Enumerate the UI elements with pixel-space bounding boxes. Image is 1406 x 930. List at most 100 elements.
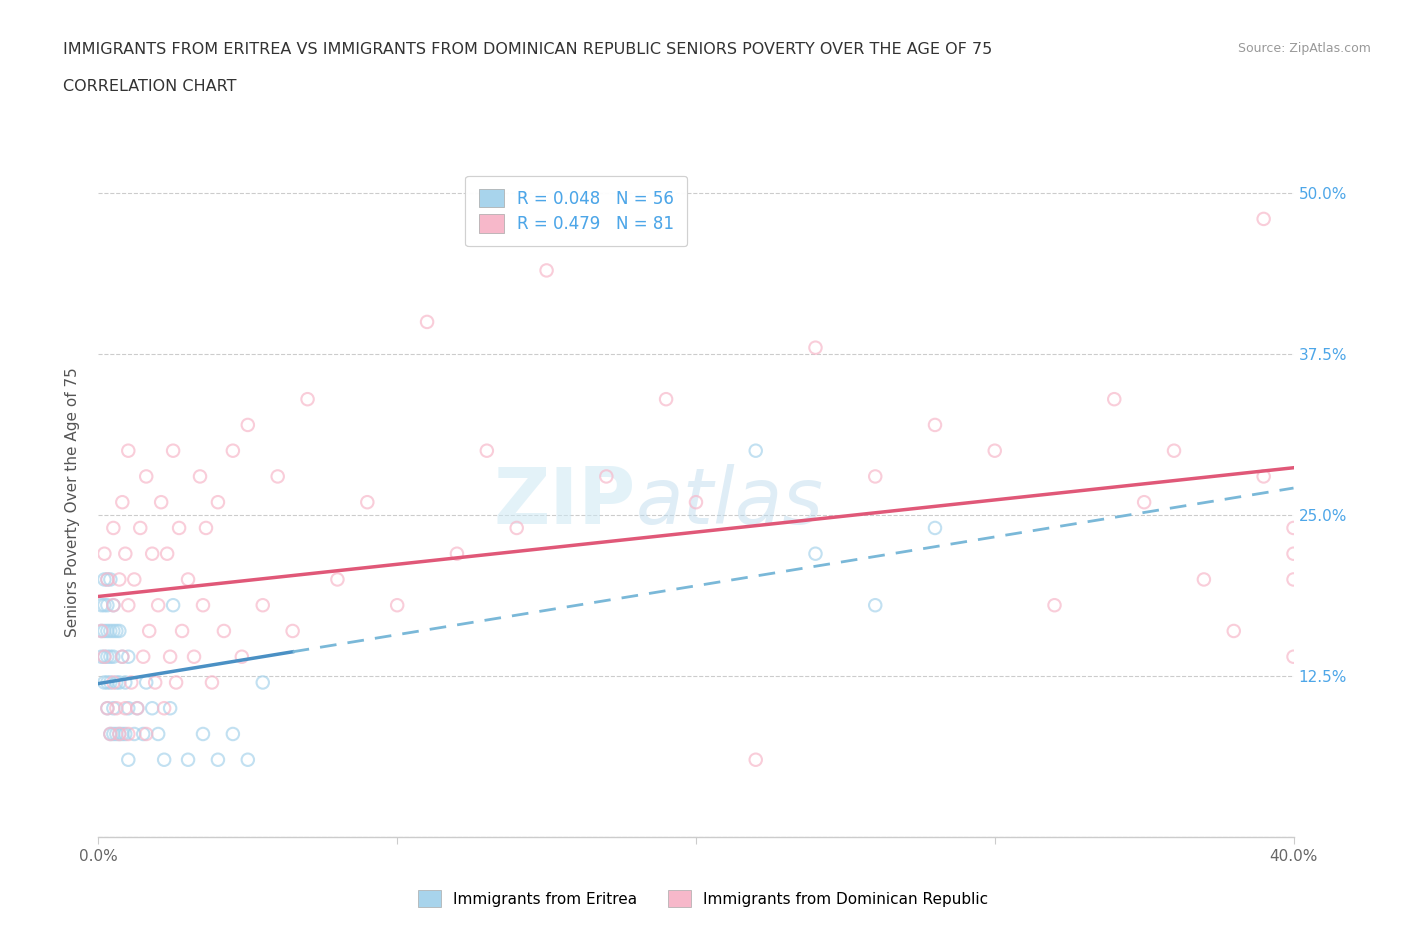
Point: [108, 623, 131, 638]
Point: [141, 546, 163, 561]
Point: [236, 752, 259, 767]
Point: [100, 649, 122, 664]
Point: [132, 726, 155, 741]
Point: [1282, 572, 1305, 587]
Point: [114, 675, 136, 690]
Point: [1282, 546, 1305, 561]
Point: [138, 623, 160, 638]
Point: [108, 726, 131, 741]
Point: [90, 623, 112, 638]
Text: IMMIGRANTS FROM ERITREA VS IMMIGRANTS FROM DOMINICAN REPUBLIC SENIORS POVERTY OV: IMMIGRANTS FROM ERITREA VS IMMIGRANTS FR…: [63, 42, 993, 57]
Point: [93, 546, 115, 561]
Point: [124, 726, 146, 741]
Point: [117, 726, 139, 741]
Point: [207, 752, 229, 767]
Point: [100, 726, 122, 741]
Text: Source: ZipAtlas.com: Source: ZipAtlas.com: [1237, 42, 1371, 55]
Point: [153, 752, 176, 767]
Point: [93, 572, 115, 587]
Point: [1133, 495, 1156, 510]
Text: CORRELATION CHART: CORRELATION CHART: [63, 79, 236, 94]
Point: [96, 675, 118, 690]
Point: [1253, 469, 1275, 484]
Point: [685, 495, 707, 510]
Point: [804, 340, 827, 355]
Point: [93, 598, 115, 613]
Point: [93, 649, 115, 664]
Point: [150, 495, 173, 510]
Legend: Immigrants from Eritrea, Immigrants from Dominican Republic: Immigrants from Eritrea, Immigrants from…: [412, 884, 994, 913]
Point: [103, 675, 125, 690]
Point: [984, 444, 1007, 458]
Point: [96, 649, 118, 664]
Point: [1282, 649, 1305, 664]
Point: [865, 469, 887, 484]
Point: [281, 623, 304, 638]
Point: [100, 572, 122, 587]
Point: [108, 572, 131, 587]
Text: atlas: atlas: [637, 464, 824, 540]
Point: [1192, 572, 1215, 587]
Point: [114, 701, 136, 716]
Point: [446, 546, 468, 561]
Point: [108, 726, 131, 741]
Point: [212, 623, 235, 638]
Point: [103, 521, 125, 536]
Point: [117, 752, 139, 767]
Point: [201, 675, 224, 690]
Point: [385, 598, 409, 613]
Point: [111, 726, 134, 741]
Point: [96, 701, 118, 716]
Point: [100, 623, 122, 638]
Point: [1163, 444, 1185, 458]
Point: [108, 675, 131, 690]
Point: [297, 392, 319, 406]
Point: [156, 546, 179, 561]
Point: [103, 649, 125, 664]
Point: [252, 598, 274, 613]
Point: [924, 521, 946, 536]
Point: [100, 726, 122, 741]
Y-axis label: Seniors Poverty Over the Age of 75: Seniors Poverty Over the Age of 75: [65, 367, 80, 637]
Point: [924, 418, 946, 432]
Point: [183, 649, 205, 664]
Point: [117, 649, 139, 664]
Point: [655, 392, 678, 406]
Point: [132, 649, 155, 664]
Point: [536, 263, 558, 278]
Point: [595, 469, 617, 484]
Point: [135, 675, 157, 690]
Point: [103, 598, 125, 613]
Point: [191, 726, 214, 741]
Point: [124, 572, 146, 587]
Point: [135, 469, 157, 484]
Point: [475, 444, 498, 458]
Point: [745, 444, 768, 458]
Point: [191, 598, 214, 613]
Point: [127, 701, 149, 716]
Point: [148, 598, 170, 613]
Point: [103, 726, 125, 741]
Point: [207, 495, 229, 510]
Point: [96, 572, 118, 587]
Point: [1043, 598, 1066, 613]
Point: [103, 623, 125, 638]
Point: [177, 572, 200, 587]
Point: [127, 701, 149, 716]
Point: [105, 701, 128, 716]
Point: [1282, 521, 1305, 536]
Point: [1104, 392, 1126, 406]
Point: [416, 314, 439, 329]
Point: [129, 521, 152, 536]
Point: [222, 726, 245, 741]
Point: [114, 546, 136, 561]
Point: [117, 598, 139, 613]
Point: [356, 495, 378, 510]
Point: [162, 444, 184, 458]
Point: [111, 495, 134, 510]
Point: [117, 701, 139, 716]
Point: [90, 623, 112, 638]
Point: [167, 521, 190, 536]
Point: [865, 598, 887, 613]
Point: [93, 675, 115, 690]
